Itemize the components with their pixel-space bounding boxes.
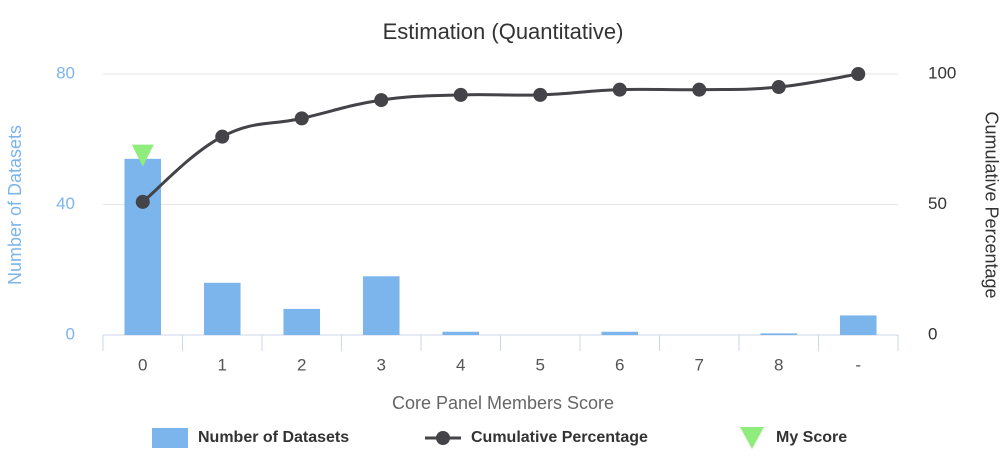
bar xyxy=(601,331,639,335)
y2-axis-title: Cumulative Percentage xyxy=(981,111,1001,298)
bar xyxy=(203,282,241,335)
x-tick-label: 3 xyxy=(377,355,386,374)
line-point xyxy=(135,194,150,209)
x-tick-label: 5 xyxy=(536,355,545,374)
x-tick-label: 1 xyxy=(218,355,227,374)
x-tick-label: 4 xyxy=(456,355,465,374)
y2-tick-label: 100 xyxy=(928,63,956,82)
chart-title: Estimation (Quantitative) xyxy=(383,19,624,44)
x-tick-label: 8 xyxy=(774,355,783,374)
bar xyxy=(760,333,798,335)
legend-icon xyxy=(740,427,764,449)
y-tick-label: 80 xyxy=(56,63,75,82)
line-point xyxy=(294,111,309,126)
x-axis-title: Core Panel Members Score xyxy=(392,393,614,413)
x-tick-label: 7 xyxy=(695,355,704,374)
score-marker xyxy=(131,144,154,167)
x-tick-label: 2 xyxy=(297,355,306,374)
line-point xyxy=(612,82,627,97)
legend-label: Number of Datasets xyxy=(198,429,349,446)
legend-icon xyxy=(436,431,450,445)
line-point xyxy=(692,82,707,97)
line-point xyxy=(215,129,230,144)
line xyxy=(141,72,859,204)
legend-icon xyxy=(152,428,188,448)
y-tick-label: 0 xyxy=(66,324,75,343)
bar xyxy=(839,315,877,335)
y-tick-label: 40 xyxy=(56,194,75,213)
x-tick-label: - xyxy=(855,355,861,374)
line-point xyxy=(533,87,548,102)
y2-tick-label: 50 xyxy=(928,194,947,213)
y2-tick-label: 0 xyxy=(928,324,937,343)
bar xyxy=(283,308,321,335)
line-point xyxy=(851,67,866,81)
bar xyxy=(124,158,162,335)
bar xyxy=(442,331,480,335)
x-tick-label: 0 xyxy=(138,355,147,374)
bar xyxy=(362,276,400,335)
line-point xyxy=(453,87,468,102)
y-axis-title: Number of Datasets xyxy=(5,125,25,285)
line-point xyxy=(771,80,786,95)
line-point xyxy=(374,93,389,108)
x-tick-label: 6 xyxy=(615,355,624,374)
legend-label: My Score xyxy=(776,429,847,446)
legend-label: Cumulative Percentage xyxy=(471,429,648,446)
